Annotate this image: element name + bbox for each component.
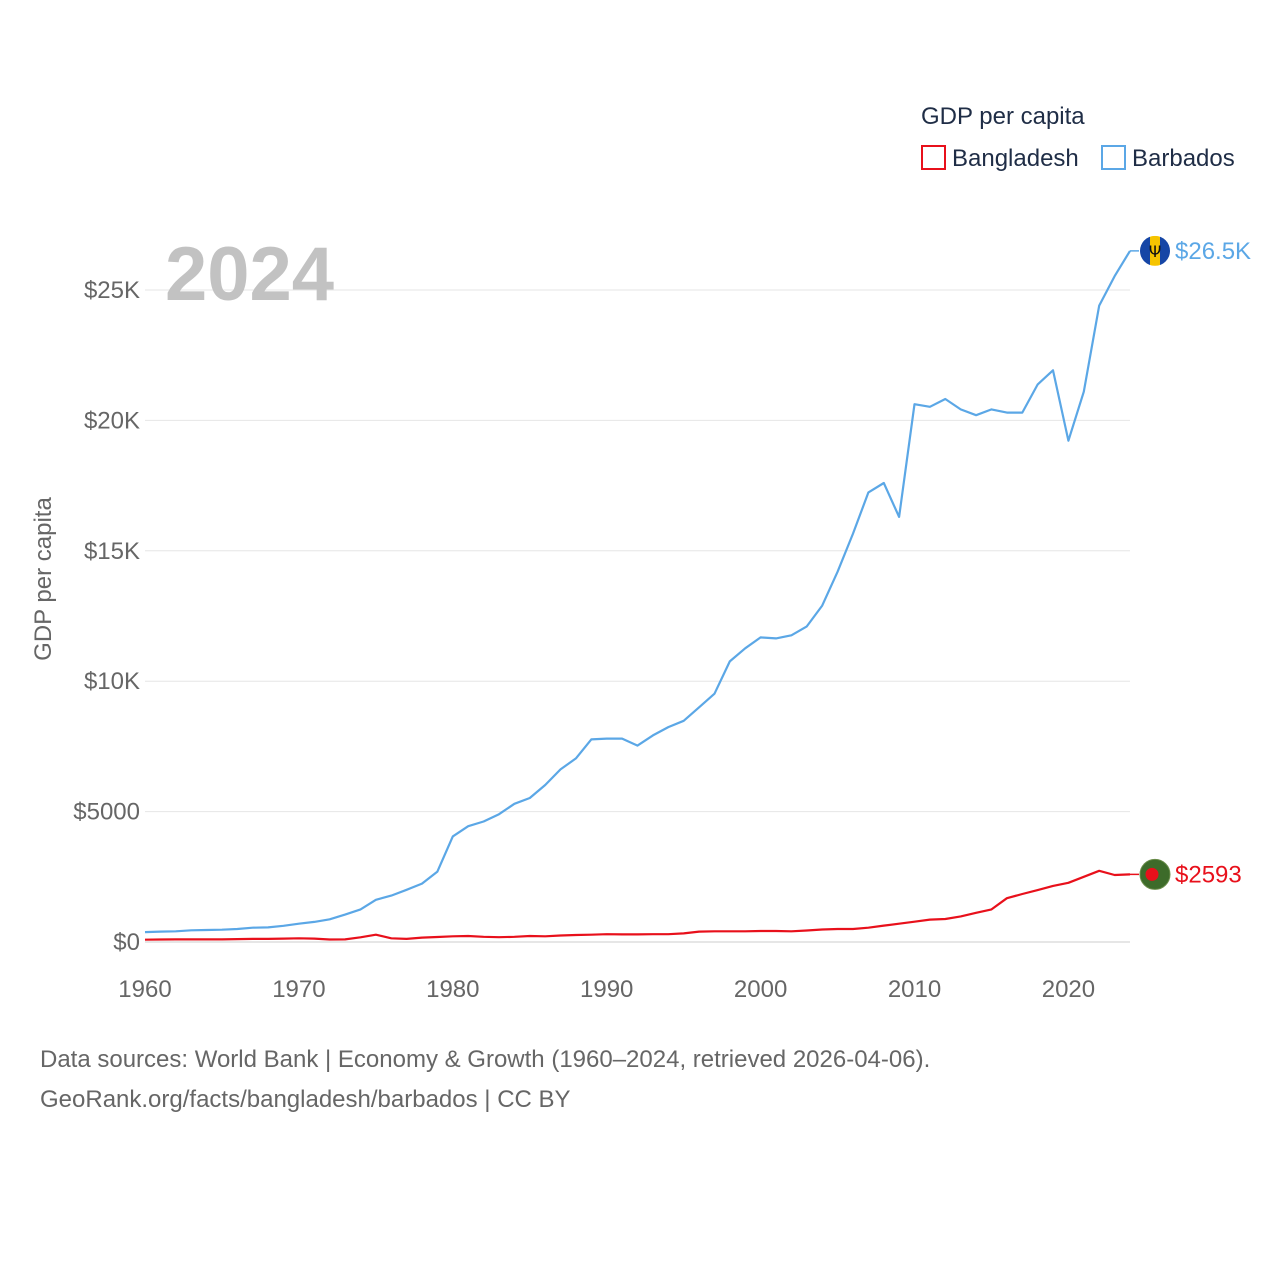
- svg-text:Ψ: Ψ: [1149, 242, 1162, 261]
- legend-swatch-bangladesh[interactable]: [921, 145, 946, 170]
- x-tick-label: 2020: [1042, 976, 1095, 1003]
- legend-label-bangladesh[interactable]: Bangladesh: [952, 145, 1079, 172]
- series-line-barbados[interactable]: [144, 250, 1131, 934]
- x-axis: 1960 1970 1980 1990 2000 2010 2020: [118, 976, 1095, 1003]
- data-source-footer: Data sources: World Bank | Economy & Gro…: [40, 1040, 1240, 1120]
- year-watermark: 2024: [165, 232, 334, 317]
- y-axis-title: GDP per capita: [30, 497, 57, 661]
- legend: GDP per capita Bangladesh Barbados: [921, 103, 1235, 172]
- flag-barbados-icon: Ψ: [1140, 235, 1170, 266]
- footer-attribution[interactable]: GeoRank.org/facts/bangladesh/barbados | …: [40, 1086, 571, 1113]
- legend-title: GDP per capita: [921, 103, 1085, 130]
- footer-sources: Data sources: World Bank | Economy & Gro…: [40, 1046, 931, 1073]
- series-line-bangladesh[interactable]: [144, 869, 1131, 941]
- end-label-bangladesh: $2593: [1175, 861, 1242, 888]
- y-tick-label: $10K: [84, 668, 140, 695]
- y-tick-label: $0: [113, 929, 140, 956]
- y-tick-label: $25K: [84, 277, 140, 304]
- series-lines: [144, 250, 1131, 941]
- y-axis: $0 $5000 $10K $15K $20K $25K: [73, 277, 140, 956]
- y-tick-label: $5000: [73, 799, 140, 826]
- legend-label-barbados[interactable]: Barbados: [1132, 145, 1235, 172]
- x-tick-label: 1990: [580, 976, 633, 1003]
- x-tick-label: 1980: [426, 976, 479, 1003]
- x-tick-label: 1960: [118, 976, 171, 1003]
- legend-swatch-barbados[interactable]: [1101, 145, 1126, 170]
- y-tick-label: $15K: [84, 538, 140, 565]
- flag-bangladesh-icon: [1139, 858, 1171, 890]
- end-label-barbados: $26.5K: [1175, 238, 1251, 265]
- y-tick-label: $20K: [84, 407, 140, 434]
- x-tick-label: 2000: [734, 976, 787, 1003]
- x-tick-label: 2010: [888, 976, 941, 1003]
- grid-lines: [145, 289, 1130, 943]
- end-markers: Ψ $26.5K $2593: [1130, 235, 1251, 890]
- x-tick-label: 1970: [272, 976, 325, 1003]
